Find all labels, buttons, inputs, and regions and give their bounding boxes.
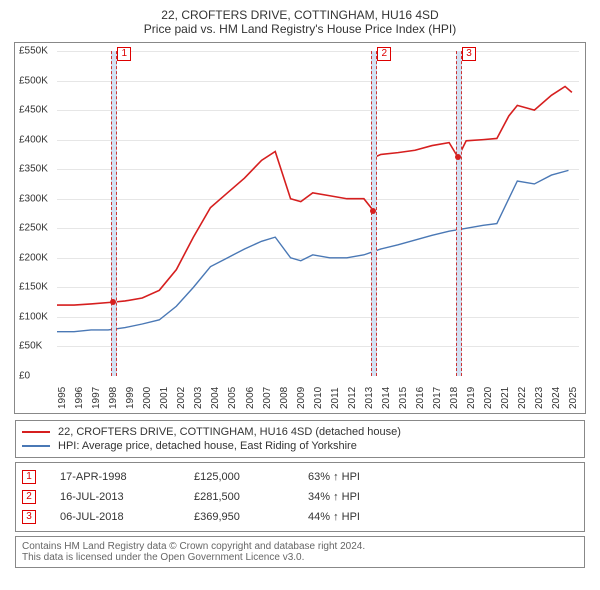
y-tick-label: £200K [19, 252, 48, 263]
x-tick-label: 2025 [568, 387, 570, 409]
footer: Contains HM Land Registry data © Crown c… [15, 536, 585, 568]
series-property [57, 86, 572, 305]
x-tick-label: 2001 [159, 387, 161, 409]
legend-item: HPI: Average price, detached house, East… [22, 439, 578, 453]
x-tick-label: 2010 [313, 387, 315, 409]
x-tick-label: 2020 [483, 387, 485, 409]
x-tick-label: 2021 [500, 387, 502, 409]
event-delta: 63% ↑ HPI [308, 471, 360, 483]
x-tick-label: 2008 [279, 387, 281, 409]
y-tick-label: £250K [19, 223, 48, 234]
x-tick-label: 2000 [142, 387, 144, 409]
event-delta: 34% ↑ HPI [308, 491, 360, 503]
legend-swatch [22, 431, 50, 433]
sale-marker-dot [370, 208, 376, 214]
y-tick-label: £500K [19, 75, 48, 86]
x-tick-label: 1998 [108, 387, 110, 409]
event-date: 17-APR-1998 [60, 471, 170, 483]
x-tick-label: 1997 [91, 387, 93, 409]
event-date: 16-JUL-2013 [60, 491, 170, 503]
plot-area: 123 [57, 51, 577, 376]
y-tick-label: £50K [19, 341, 42, 352]
legend-item: 22, CROFTERS DRIVE, COTTINGHAM, HU16 4SD… [22, 425, 578, 439]
page-subtitle: Price paid vs. HM Land Registry's House … [10, 22, 590, 36]
footer-line1: Contains HM Land Registry data © Crown c… [22, 541, 578, 552]
x-tick-label: 2015 [398, 387, 400, 409]
sale-marker-dot [110, 299, 116, 305]
event-row: 3 06-JUL-2018 £369,950 44% ↑ HPI [22, 507, 578, 527]
x-tick-label: 2019 [466, 387, 468, 409]
x-tick-label: 2017 [432, 387, 434, 409]
events-box: 1 17-APR-1998 £125,000 63% ↑ HPI 2 16-JUL-201… [15, 462, 585, 532]
legend-label: HPI: Average price, detached house, East… [58, 440, 357, 452]
x-tick-label: 2023 [534, 387, 536, 409]
event-date: 06-JUL-2018 [60, 511, 170, 523]
x-tick-label: 2022 [517, 387, 519, 409]
x-tick-label: 2012 [347, 387, 349, 409]
y-tick-label: £450K [19, 105, 48, 116]
x-tick-label: 2024 [551, 387, 553, 409]
sale-marker-label: 3 [462, 47, 476, 61]
x-tick-label: 2006 [245, 387, 247, 409]
footer-line2: This data is licensed under the Open Gov… [22, 552, 578, 563]
x-tick-label: 2009 [296, 387, 298, 409]
sale-marker-dot [455, 154, 461, 160]
x-tick-label: 2014 [381, 387, 383, 409]
event-number: 1 [22, 470, 36, 484]
x-tick-label: 1999 [125, 387, 127, 409]
legend: 22, CROFTERS DRIVE, COTTINGHAM, HU16 4SD… [15, 420, 585, 458]
x-tick-label: 2013 [364, 387, 366, 409]
event-price: £125,000 [194, 471, 284, 483]
event-price: £281,500 [194, 491, 284, 503]
x-tick-label: 1996 [74, 387, 76, 409]
sale-band [456, 51, 462, 376]
y-tick-label: £0 [19, 371, 30, 382]
legend-swatch [22, 445, 50, 447]
x-tick-label: 2005 [227, 387, 229, 409]
y-tick-label: £350K [19, 164, 48, 175]
event-number: 3 [22, 510, 36, 524]
y-tick-label: £400K [19, 134, 48, 145]
y-tick-label: £150K [19, 282, 48, 293]
event-delta: 44% ↑ HPI [308, 511, 360, 523]
x-tick-label: 2004 [210, 387, 212, 409]
x-tick-label: 2011 [330, 387, 332, 409]
y-tick-label: £550K [19, 46, 48, 57]
x-tick-label: 2002 [176, 387, 178, 409]
event-price: £369,950 [194, 511, 284, 523]
x-tick-label: 2003 [193, 387, 195, 409]
x-tick-label: 2016 [415, 387, 417, 409]
event-number: 2 [22, 490, 36, 504]
legend-label: 22, CROFTERS DRIVE, COTTINGHAM, HU16 4SD… [58, 426, 401, 438]
sale-band [111, 51, 117, 376]
x-tick-label: 2007 [262, 387, 264, 409]
y-tick-label: £300K [19, 193, 48, 204]
y-tick-label: £100K [19, 311, 48, 322]
sale-marker-label: 2 [377, 47, 391, 61]
sale-marker-label: 1 [117, 47, 131, 61]
x-tick-label: 2018 [449, 387, 451, 409]
x-tick-label: 1995 [57, 387, 59, 409]
page-title: 22, CROFTERS DRIVE, COTTINGHAM, HU16 4SD [10, 8, 590, 22]
chart-container: £0 £50K £100K £150K £200K £250K £300K £350K £400… [14, 42, 586, 414]
event-row: 2 16-JUL-2013 £281,500 34% ↑ HPI [22, 487, 578, 507]
series-hpi [57, 170, 568, 331]
event-row: 1 17-APR-1998 £125,000 63% ↑ HPI [22, 467, 578, 487]
